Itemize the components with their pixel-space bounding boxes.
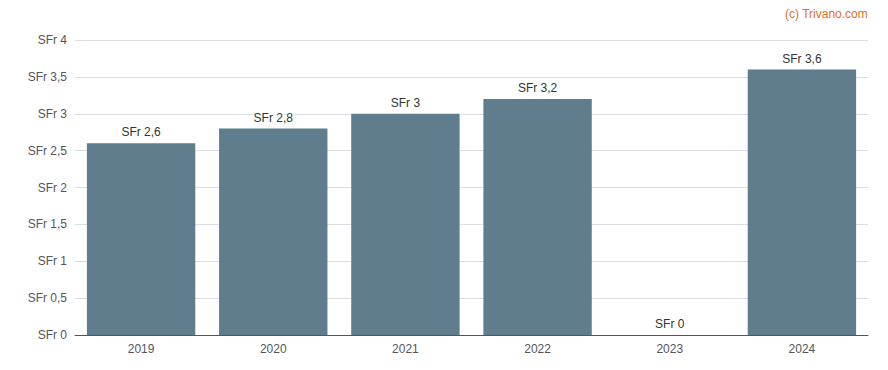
svg-text:SFr 3: SFr 3 (391, 96, 421, 110)
svg-text:SFr 4: SFr 4 (38, 33, 68, 47)
svg-text:SFr 3,2: SFr 3,2 (518, 81, 558, 95)
svg-text:SFr 3: SFr 3 (38, 107, 68, 121)
svg-text:SFr 2,8: SFr 2,8 (254, 111, 294, 125)
svg-text:SFr 0,5: SFr 0,5 (28, 291, 68, 305)
svg-text:SFr 1,5: SFr 1,5 (28, 217, 68, 231)
svg-text:SFr 3,5: SFr 3,5 (28, 70, 68, 84)
svg-text:(c) Trivano.com: (c) Trivano.com (785, 7, 868, 21)
svg-text:2020: 2020 (260, 342, 287, 356)
svg-text:SFr 3,6: SFr 3,6 (782, 52, 822, 66)
svg-text:SFr 1: SFr 1 (38, 254, 68, 268)
svg-text:SFr 0: SFr 0 (655, 317, 685, 331)
svg-text:2024: 2024 (789, 342, 816, 356)
svg-text:2021: 2021 (392, 342, 419, 356)
svg-text:2022: 2022 (524, 342, 551, 356)
svg-text:SFr 2,6: SFr 2,6 (121, 125, 161, 139)
svg-text:SFr 2: SFr 2 (38, 181, 68, 195)
svg-text:SFr 0: SFr 0 (38, 328, 68, 342)
svg-text:SFr 2,5: SFr 2,5 (28, 144, 68, 158)
svg-text:2023: 2023 (656, 342, 683, 356)
svg-text:2019: 2019 (128, 342, 155, 356)
